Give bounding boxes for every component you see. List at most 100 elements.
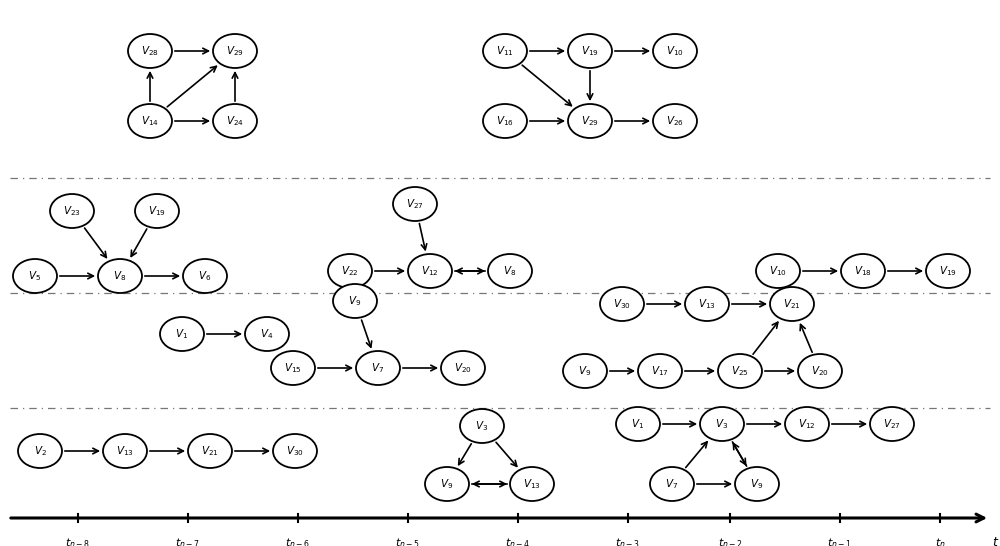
Text: $t_{n-6}$: $t_{n-6}$ <box>285 536 311 546</box>
Text: $V_{\mathrm{11}}$: $V_{\mathrm{11}}$ <box>496 44 514 58</box>
Text: $V_{\mathrm{12}}$: $V_{\mathrm{12}}$ <box>798 417 816 431</box>
Ellipse shape <box>188 434 232 468</box>
Ellipse shape <box>183 259 227 293</box>
Ellipse shape <box>700 407 744 441</box>
Text: $V_{\mathrm{19}}$: $V_{\mathrm{19}}$ <box>581 44 599 58</box>
Ellipse shape <box>408 254 452 288</box>
Text: $V_{\mathrm{27}}$: $V_{\mathrm{27}}$ <box>883 417 901 431</box>
Text: $V_{\mathrm{5}}$: $V_{\mathrm{5}}$ <box>28 269 42 283</box>
Ellipse shape <box>356 351 400 385</box>
Ellipse shape <box>718 354 762 388</box>
Text: $V_{\mathrm{7}}$: $V_{\mathrm{7}}$ <box>371 361 385 375</box>
Ellipse shape <box>650 467 694 501</box>
Ellipse shape <box>135 194 179 228</box>
Ellipse shape <box>653 34 697 68</box>
Ellipse shape <box>798 354 842 388</box>
Ellipse shape <box>460 409 504 443</box>
Ellipse shape <box>441 351 485 385</box>
Ellipse shape <box>568 34 612 68</box>
Text: $V_{\mathrm{4}}$: $V_{\mathrm{4}}$ <box>260 327 274 341</box>
Text: $t_{n-4}$: $t_{n-4}$ <box>505 536 531 546</box>
Text: $V_{\mathrm{23}}$: $V_{\mathrm{23}}$ <box>63 204 81 218</box>
Text: $V_{\mathrm{30}}$: $V_{\mathrm{30}}$ <box>286 444 304 458</box>
Ellipse shape <box>600 287 644 321</box>
Text: $V_{\mathrm{29}}$: $V_{\mathrm{29}}$ <box>226 44 244 58</box>
Ellipse shape <box>841 254 885 288</box>
Ellipse shape <box>213 104 257 138</box>
Ellipse shape <box>328 254 372 288</box>
Text: $V_{\mathrm{29}}$: $V_{\mathrm{29}}$ <box>581 114 599 128</box>
Ellipse shape <box>18 434 62 468</box>
Text: $t_{n-1}$: $t_{n-1}$ <box>827 536 853 546</box>
Text: $V_{\mathrm{20}}$: $V_{\mathrm{20}}$ <box>811 364 829 378</box>
Text: $V_{\mathrm{10}}$: $V_{\mathrm{10}}$ <box>769 264 787 278</box>
Ellipse shape <box>488 254 532 288</box>
Text: $V_{\mathrm{15}}$: $V_{\mathrm{15}}$ <box>284 361 302 375</box>
Ellipse shape <box>926 254 970 288</box>
Text: $V_{\mathrm{19}}$: $V_{\mathrm{19}}$ <box>939 264 957 278</box>
Text: $V_{\mathrm{1}}$: $V_{\mathrm{1}}$ <box>631 417 645 431</box>
Text: $V_{\mathrm{6}}$: $V_{\mathrm{6}}$ <box>198 269 212 283</box>
Ellipse shape <box>756 254 800 288</box>
Text: $V_{\mathrm{9}}$: $V_{\mathrm{9}}$ <box>750 477 764 491</box>
Text: $t$: $t$ <box>992 536 1000 546</box>
Text: $V_{\mathrm{25}}$: $V_{\mathrm{25}}$ <box>731 364 749 378</box>
Text: $V_{\mathrm{13}}$: $V_{\mathrm{13}}$ <box>116 444 134 458</box>
Text: $t_{n-8}$: $t_{n-8}$ <box>65 536 91 546</box>
Text: $V_{\mathrm{3}}$: $V_{\mathrm{3}}$ <box>475 419 489 433</box>
Text: $V_{\mathrm{2}}$: $V_{\mathrm{2}}$ <box>34 444 46 458</box>
Ellipse shape <box>483 104 527 138</box>
Text: $V_{\mathrm{7}}$: $V_{\mathrm{7}}$ <box>665 477 679 491</box>
Ellipse shape <box>213 34 257 68</box>
Text: $V_{\mathrm{9}}$: $V_{\mathrm{9}}$ <box>578 364 592 378</box>
Text: $V_{\mathrm{19}}$: $V_{\mathrm{19}}$ <box>148 204 166 218</box>
Text: $V_{\mathrm{26}}$: $V_{\mathrm{26}}$ <box>666 114 684 128</box>
Ellipse shape <box>685 287 729 321</box>
Text: $V_{\mathrm{10}}$: $V_{\mathrm{10}}$ <box>666 44 684 58</box>
Text: $V_{\mathrm{1}}$: $V_{\mathrm{1}}$ <box>175 327 189 341</box>
Ellipse shape <box>568 104 612 138</box>
Ellipse shape <box>13 259 57 293</box>
Ellipse shape <box>98 259 142 293</box>
Ellipse shape <box>333 284 377 318</box>
Ellipse shape <box>273 434 317 468</box>
Ellipse shape <box>271 351 315 385</box>
Ellipse shape <box>245 317 289 351</box>
Ellipse shape <box>735 467 779 501</box>
Text: $V_{\mathrm{27}}$: $V_{\mathrm{27}}$ <box>406 197 424 211</box>
Ellipse shape <box>393 187 437 221</box>
Text: $V_{\mathrm{9}}$: $V_{\mathrm{9}}$ <box>440 477 454 491</box>
Text: $t_{n-5}$: $t_{n-5}$ <box>395 536 421 546</box>
Ellipse shape <box>653 104 697 138</box>
Text: $t_{n-7}$: $t_{n-7}$ <box>175 536 201 546</box>
Text: $V_{\mathrm{12}}$: $V_{\mathrm{12}}$ <box>421 264 439 278</box>
Text: $V_{\mathrm{13}}$: $V_{\mathrm{13}}$ <box>698 297 716 311</box>
Ellipse shape <box>785 407 829 441</box>
Ellipse shape <box>638 354 682 388</box>
Ellipse shape <box>770 287 814 321</box>
Text: $V_{\mathrm{13}}$: $V_{\mathrm{13}}$ <box>523 477 541 491</box>
Text: $V_{\mathrm{30}}$: $V_{\mathrm{30}}$ <box>613 297 631 311</box>
Ellipse shape <box>103 434 147 468</box>
Text: $V_{\mathrm{21}}$: $V_{\mathrm{21}}$ <box>201 444 219 458</box>
Ellipse shape <box>50 194 94 228</box>
Text: $V_{\mathrm{3}}$: $V_{\mathrm{3}}$ <box>715 417 729 431</box>
Text: $V_{\mathrm{8}}$: $V_{\mathrm{8}}$ <box>503 264 517 278</box>
Ellipse shape <box>128 104 172 138</box>
Ellipse shape <box>128 34 172 68</box>
Text: $V_{\mathrm{22}}$: $V_{\mathrm{22}}$ <box>341 264 359 278</box>
Text: $V_{\mathrm{21}}$: $V_{\mathrm{21}}$ <box>783 297 801 311</box>
Ellipse shape <box>510 467 554 501</box>
Text: $t_{n-3}$: $t_{n-3}$ <box>615 536 641 546</box>
Text: $t_{n}$: $t_{n}$ <box>935 536 945 546</box>
Ellipse shape <box>616 407 660 441</box>
Ellipse shape <box>563 354 607 388</box>
Ellipse shape <box>425 467 469 501</box>
Text: $V_{\mathrm{18}}$: $V_{\mathrm{18}}$ <box>854 264 872 278</box>
Text: $V_{\mathrm{8}}$: $V_{\mathrm{8}}$ <box>113 269 127 283</box>
Text: $V_{\mathrm{16}}$: $V_{\mathrm{16}}$ <box>496 114 514 128</box>
Text: $V_{\mathrm{17}}$: $V_{\mathrm{17}}$ <box>651 364 669 378</box>
Ellipse shape <box>160 317 204 351</box>
Text: $V_{\mathrm{20}}$: $V_{\mathrm{20}}$ <box>454 361 472 375</box>
Text: $t_{n-2}$: $t_{n-2}$ <box>718 536 742 546</box>
